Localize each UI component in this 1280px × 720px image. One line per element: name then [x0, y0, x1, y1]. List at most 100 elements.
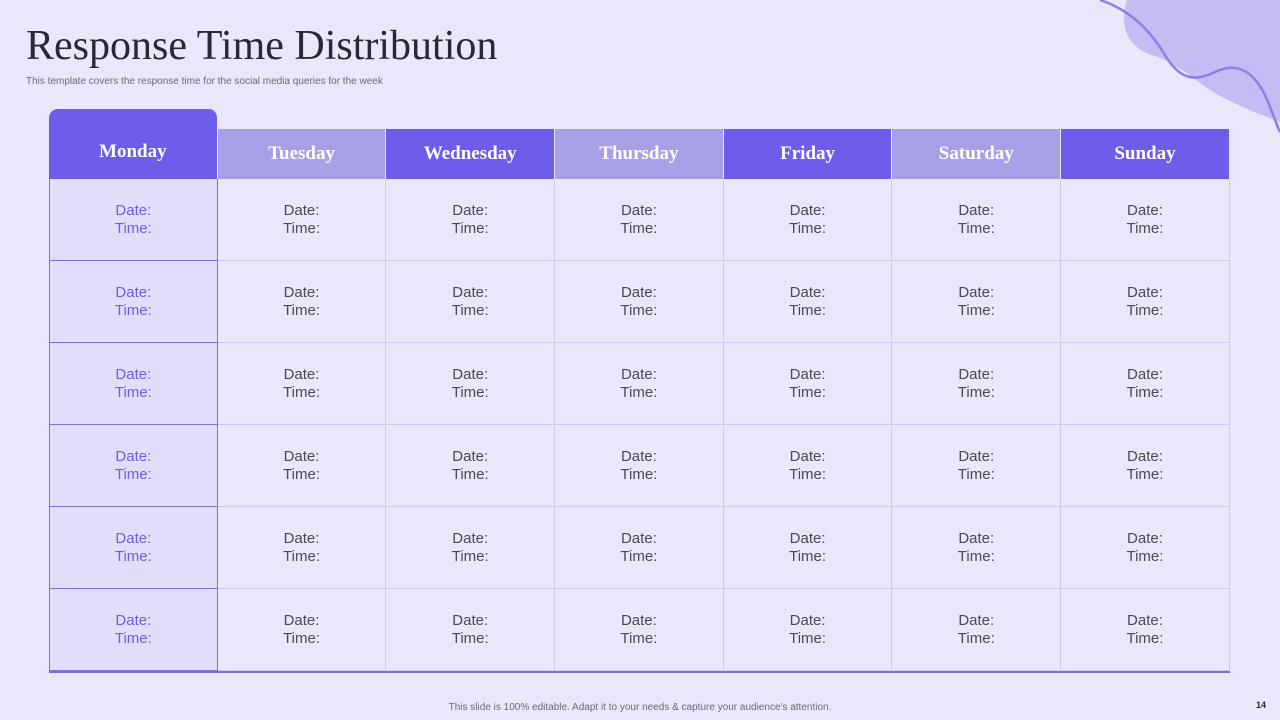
time-label: Time: [1126, 547, 1164, 565]
time-label: Time: [620, 383, 658, 401]
cell-saturday: Date: Time: [892, 507, 1062, 589]
table-header-row: Monday Tuesday Wednesday Thursday Friday Satu… [49, 109, 1230, 179]
date-label: Date: [283, 529, 320, 547]
footer-note: This slide is 100% editable. Adapt it to… [448, 702, 832, 713]
response-time-table: Monday Tuesday Wednesday Thursday Friday Satu… [49, 109, 1230, 673]
cell-thursday: Date: Time: [555, 343, 724, 425]
cell-wednesday: Date: Time: [386, 261, 556, 343]
time-label: Time: [1126, 629, 1164, 647]
time-label: Time: [957, 629, 995, 647]
cell-sunday: Date: Time: [1061, 179, 1230, 261]
date-label: Date: [283, 201, 320, 219]
cell-monday: Date: Time: [49, 261, 218, 343]
time-label: Time: [957, 219, 995, 237]
table-row: Date: Time: Date: Time: Date: Time: Date: Time:… [49, 261, 1230, 343]
time-label: Time: [620, 629, 658, 647]
cell-wednesday: Date: Time: [386, 425, 556, 507]
date-label: Date: [789, 447, 826, 465]
time-label: Time: [957, 383, 995, 401]
cell-friday: Date: Time: [723, 343, 893, 425]
time-label: Time: [789, 301, 827, 319]
time-label: Time: [957, 547, 995, 565]
cell-friday: Date: Time: [723, 261, 893, 343]
time-label: Time: [789, 629, 827, 647]
time-label: Time: [620, 465, 658, 483]
cell-monday: Date: Time: [49, 343, 218, 425]
table-row: Date: Time: Date: Time: Date: Time: Date: Time:… [49, 179, 1230, 261]
cell-wednesday: Date: Time: [386, 343, 556, 425]
time-label: Time: [114, 465, 152, 483]
cell-friday: Date: Time: [723, 507, 893, 589]
date-label: Date: [958, 365, 995, 383]
cell-sunday: Date: Time: [1061, 261, 1230, 343]
cell-tuesday: Date: Time: [217, 343, 387, 425]
cell-wednesday: Date: Time: [386, 507, 556, 589]
cell-saturday: Date: Time: [892, 425, 1062, 507]
date-label: Date: [620, 529, 657, 547]
time-label: Time: [283, 465, 320, 483]
date-label: Date: [789, 201, 826, 219]
table-row: Date: Time: Date: Time: Date: Time: Date: Time:… [49, 507, 1230, 589]
header-sunday: Sunday [1061, 129, 1230, 179]
time-label: Time: [114, 629, 152, 647]
header-thursday: Thursday [555, 129, 724, 179]
time-label: Time: [1126, 301, 1164, 319]
time-label: Time: [283, 301, 320, 319]
time-label: Time: [957, 301, 995, 319]
time-label: Time: [283, 629, 320, 647]
time-label: Time: [1126, 465, 1164, 483]
cell-saturday: Date: Time: [892, 589, 1062, 671]
date-label: Date: [789, 611, 826, 629]
cell-monday: Date: Time: [49, 589, 218, 671]
date-label: Date: [115, 201, 152, 219]
header-tuesday: Tuesday [217, 129, 387, 179]
cell-sunday: Date: Time: [1061, 425, 1230, 507]
date-label: Date: [283, 283, 320, 301]
date-label: Date: [1127, 611, 1163, 629]
time-label: Time: [1126, 383, 1164, 401]
time-label: Time: [114, 547, 152, 565]
cell-friday: Date: Time: [723, 425, 893, 507]
date-label: Date: [958, 447, 995, 465]
time-label: Time: [451, 383, 489, 401]
cell-monday: Date: Time: [49, 425, 218, 507]
date-label: Date: [115, 283, 152, 301]
decorative-blob-shape [1099, 0, 1280, 133]
cell-monday: Date: Time: [49, 179, 218, 261]
date-label: Date: [789, 365, 826, 383]
cell-sunday: Date: Time: [1061, 507, 1230, 589]
date-label: Date: [452, 283, 489, 301]
date-label: Date: [452, 611, 489, 629]
time-label: Time: [114, 219, 152, 237]
cell-monday: Date: Time: [49, 507, 218, 589]
date-label: Date: [620, 201, 657, 219]
cell-saturday: Date: Time: [892, 343, 1062, 425]
header-wednesday: Wednesday [386, 129, 556, 179]
cell-tuesday: Date: Time: [217, 179, 387, 261]
date-label: Date: [620, 365, 657, 383]
date-label: Date: [115, 447, 152, 465]
time-label: Time: [451, 465, 489, 483]
date-label: Date: [1127, 283, 1163, 301]
cell-saturday: Date: Time: [892, 261, 1062, 343]
cell-wednesday: Date: Time: [386, 179, 556, 261]
page-title: Response Time Distribution [26, 23, 498, 69]
cell-sunday: Date: Time: [1061, 343, 1230, 425]
cell-thursday: Date: Time: [555, 179, 724, 261]
date-label: Date: [283, 611, 320, 629]
date-label: Date: [452, 365, 489, 383]
cell-tuesday: Date: Time: [217, 261, 387, 343]
cell-thursday: Date: Time: [555, 589, 724, 671]
header-friday: Friday [723, 129, 893, 179]
header-saturday: Saturday [892, 129, 1062, 179]
date-label: Date: [1127, 201, 1163, 219]
table-row: Date: Time: Date: Time: Date: Time: Date: Time:… [49, 425, 1230, 507]
time-label: Time: [114, 383, 152, 401]
time-label: Time: [620, 219, 658, 237]
date-label: Date: [958, 201, 995, 219]
date-label: Date: [283, 447, 320, 465]
time-label: Time: [451, 629, 489, 647]
time-label: Time: [283, 383, 320, 401]
time-label: Time: [789, 219, 827, 237]
date-label: Date: [1127, 365, 1163, 383]
